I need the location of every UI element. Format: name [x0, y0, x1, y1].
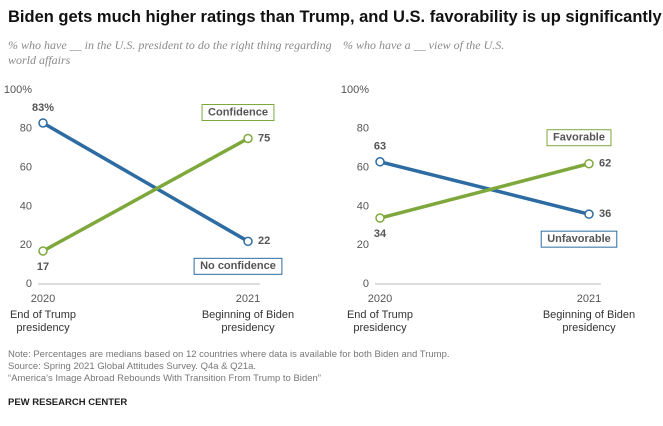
value-label: 62	[599, 158, 611, 170]
legend-box	[193, 257, 283, 275]
page-title: Biden gets much higher ratings than Trum…	[8, 8, 662, 26]
subtitle: % who have __ in the U.S. president to d…	[8, 38, 332, 67]
value-label: 83%	[32, 102, 54, 114]
point	[584, 209, 594, 219]
note: Note: Percentages are medians based on 1…	[8, 349, 450, 360]
x-tick-label: 2020	[368, 293, 392, 305]
point	[38, 118, 48, 128]
legend-label: Confidence	[208, 106, 268, 118]
value-label: 17	[37, 261, 49, 273]
y-tick-label: 20	[357, 239, 369, 251]
y-tick-label: 20	[20, 239, 32, 251]
value-label: 34	[374, 228, 387, 240]
line	[42, 121, 249, 243]
subtitle: % who have a __ view of the U.S.	[343, 38, 505, 52]
value-label: 63	[374, 141, 386, 153]
y-tick-label: 60	[20, 162, 32, 174]
legend-label: No confidence	[200, 260, 276, 272]
x-category-label: Beginning of Biden presidency	[201, 309, 295, 334]
line	[42, 136, 249, 253]
y-tick-label: 40	[20, 200, 32, 212]
point	[243, 236, 253, 247]
value-label: 36	[599, 208, 611, 220]
legend-box	[546, 129, 612, 147]
y-tick-label: 100%	[341, 84, 369, 96]
y-tick-label: 80	[357, 123, 369, 135]
point	[38, 246, 48, 256]
point	[375, 213, 385, 223]
legend-label: Favorable	[553, 132, 605, 144]
y-tick-label: 40	[357, 200, 369, 212]
point	[584, 158, 594, 169]
line	[379, 160, 590, 216]
y-tick-label: 0	[26, 278, 32, 290]
x-category-label: End of Trump presidency	[9, 309, 77, 334]
point	[375, 157, 385, 167]
y-tick-label: 100%	[4, 84, 32, 96]
legend-box	[201, 104, 275, 121]
value-label: 75	[258, 132, 270, 144]
note: “America’s Image Abroad Rebounds With Tr…	[8, 373, 321, 384]
x-tick-label: 2021	[236, 293, 260, 305]
point	[243, 133, 253, 144]
x-category-label: Beginning of Biden presidency	[542, 309, 636, 334]
x-tick-label: 2020	[31, 293, 55, 305]
legend-label: Unfavorable	[547, 233, 611, 245]
x-tick-label: 2021	[577, 293, 601, 305]
source-org: PEW RESEARCH CENTER	[8, 397, 128, 408]
note: Source: Spring 2021 Global Attitudes Sur…	[8, 361, 257, 372]
x-category-label: End of Trump presidency	[346, 309, 414, 334]
legend-box	[540, 230, 618, 248]
y-tick-label: 60	[357, 162, 369, 174]
y-tick-label: 0	[363, 278, 369, 290]
value-label: 22	[258, 235, 270, 247]
line	[379, 162, 590, 220]
y-tick-label: 80	[20, 123, 32, 135]
